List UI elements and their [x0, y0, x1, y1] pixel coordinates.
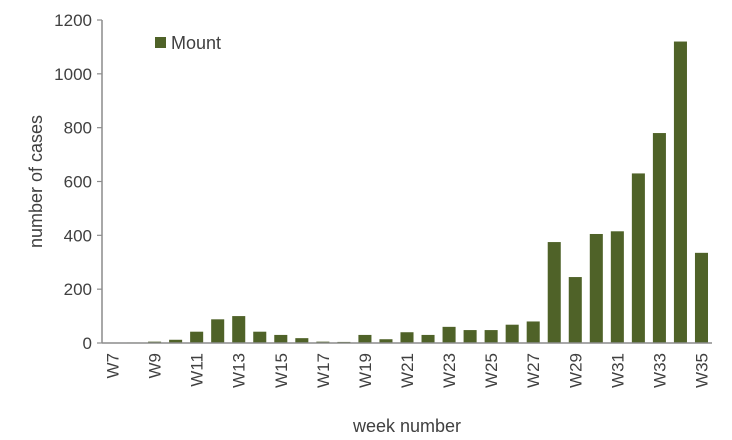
- legend-swatch: [155, 37, 166, 48]
- x-tick-label: W17: [314, 353, 333, 388]
- bar-W10: [169, 339, 183, 343]
- bar-W29: [568, 277, 582, 343]
- bar-W12: [211, 319, 225, 343]
- bar-W33: [652, 133, 666, 343]
- x-tick-label: W25: [482, 353, 501, 388]
- x-tick-label: W33: [650, 353, 669, 388]
- bar-W32: [631, 173, 645, 343]
- x-tick-label: W23: [440, 353, 459, 388]
- bar-series: [127, 41, 709, 344]
- bar-W20: [379, 339, 393, 343]
- bar-W25: [484, 330, 498, 343]
- bar-W16: [295, 338, 309, 343]
- y-axis-ticks: 0 200 400 600 800 1000 1200: [54, 11, 102, 353]
- bar-W24: [463, 330, 477, 343]
- y-tick-label: 600: [64, 173, 92, 192]
- y-axis-title: number of cases: [26, 115, 46, 248]
- x-tick-label: W31: [608, 353, 627, 388]
- x-axis-ticks: W7 W9 W11 W13 W15 W17 W19 W21 W23 W25 W27 W29 W31 W33…: [104, 353, 712, 388]
- bar-W34: [673, 41, 687, 344]
- x-tick-label: W9: [146, 353, 165, 379]
- bar-W27: [526, 321, 540, 343]
- x-tick-label: W11: [188, 353, 207, 387]
- bar-W28: [547, 242, 561, 343]
- x-tick-label: W13: [230, 353, 249, 388]
- x-axis-title: week number: [352, 416, 461, 436]
- bar-W19: [358, 334, 372, 343]
- bar-W11: [190, 331, 204, 343]
- bar-W30: [589, 233, 603, 343]
- y-tick-label: 400: [64, 226, 92, 245]
- bar-W14: [253, 331, 267, 343]
- x-tick-label: W27: [524, 353, 543, 388]
- y-tick-label: 800: [64, 119, 92, 138]
- y-tick-label: 1000: [54, 65, 92, 84]
- y-tick-label: 1200: [54, 11, 92, 30]
- x-tick-label: W19: [356, 353, 375, 388]
- bar-W23: [442, 326, 456, 343]
- legend-label: Mount: [171, 33, 221, 53]
- bar-W21: [400, 332, 414, 343]
- y-tick-label: 0: [83, 334, 92, 353]
- x-tick-label: W35: [692, 353, 711, 388]
- y-tick-label: 200: [64, 280, 92, 299]
- bar-W26: [505, 324, 519, 343]
- x-tick-label: W29: [566, 353, 585, 388]
- bar-W15: [274, 334, 288, 343]
- bar-W22: [421, 334, 435, 343]
- legend: Mount: [155, 33, 221, 53]
- bar-W35: [694, 252, 709, 343]
- bar-W31: [610, 231, 624, 343]
- x-tick-label: W7: [104, 353, 123, 379]
- x-tick-label: W15: [272, 353, 291, 388]
- bar-W13: [232, 316, 246, 343]
- x-tick-label: W21: [398, 353, 417, 388]
